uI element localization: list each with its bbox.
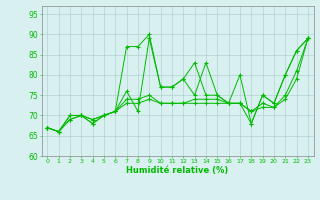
X-axis label: Humidité relative (%): Humidité relative (%) <box>126 166 229 175</box>
